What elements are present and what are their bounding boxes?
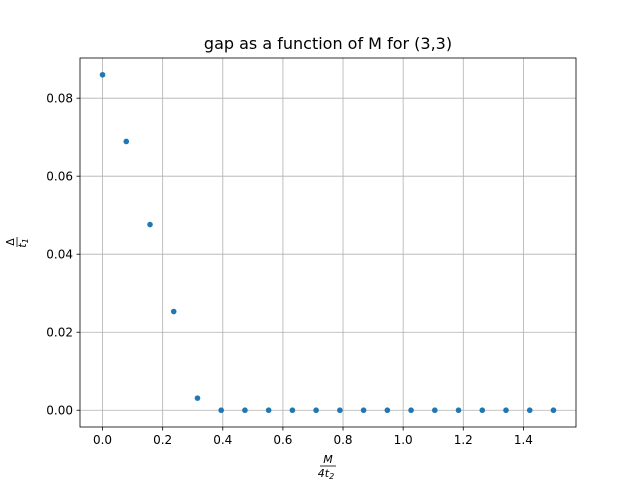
y-tick-label: 0.02: [46, 326, 73, 340]
grid: [80, 58, 576, 427]
data-point: [313, 407, 319, 414]
data-point: [432, 407, 438, 414]
x-tick-label: 0.0: [93, 433, 112, 447]
data-point: [242, 407, 248, 414]
data-point: [384, 407, 391, 414]
data-point: [479, 407, 486, 414]
data-point: [289, 407, 296, 414]
y-tick-label: 0.00: [46, 404, 73, 418]
y-tick-label: 0.08: [46, 92, 73, 106]
data-point: [123, 138, 130, 145]
data-point: [455, 407, 462, 414]
x-tick-label: 0.4: [213, 433, 232, 447]
data-point: [194, 395, 201, 401]
x-tick-label: 1.2: [454, 433, 473, 447]
x-tick-label: 1.0: [394, 433, 413, 447]
x-label-numerator: M: [323, 453, 333, 466]
y-axis-label: Δ t1: [4, 237, 30, 248]
x-tick-label: 0.6: [273, 433, 292, 447]
data-point: [147, 221, 153, 228]
data-point: [170, 308, 177, 315]
data-points: [99, 71, 557, 414]
x-tick-label: 0.2: [153, 433, 172, 447]
data-point: [218, 407, 224, 414]
y-tick-label: 0.04: [46, 248, 73, 262]
y-tick-label: 0.06: [46, 170, 73, 184]
data-point: [408, 407, 414, 414]
data-point: [265, 407, 272, 414]
y-label-denominator: t1: [16, 238, 30, 247]
x-tick-label: 1.4: [514, 433, 533, 447]
chart-title: gap as a function of M for (3,3): [204, 34, 452, 53]
x-tick-label: 0.8: [333, 433, 352, 447]
data-point: [360, 407, 367, 414]
y-axis-ticks: 0.00 0.02 0.04 0.06 0.08: [46, 92, 80, 418]
y-label-numerator: Δ: [4, 238, 17, 246]
plot-frame: [79, 57, 577, 428]
data-point: [526, 407, 533, 414]
data-point: [99, 71, 106, 78]
data-point: [550, 407, 557, 414]
data-point: [337, 407, 343, 414]
data-point: [503, 407, 509, 414]
x-axis-ticks: 0.0 0.2 0.4 0.6 0.8 1.0 1.2 1.4: [93, 427, 533, 447]
